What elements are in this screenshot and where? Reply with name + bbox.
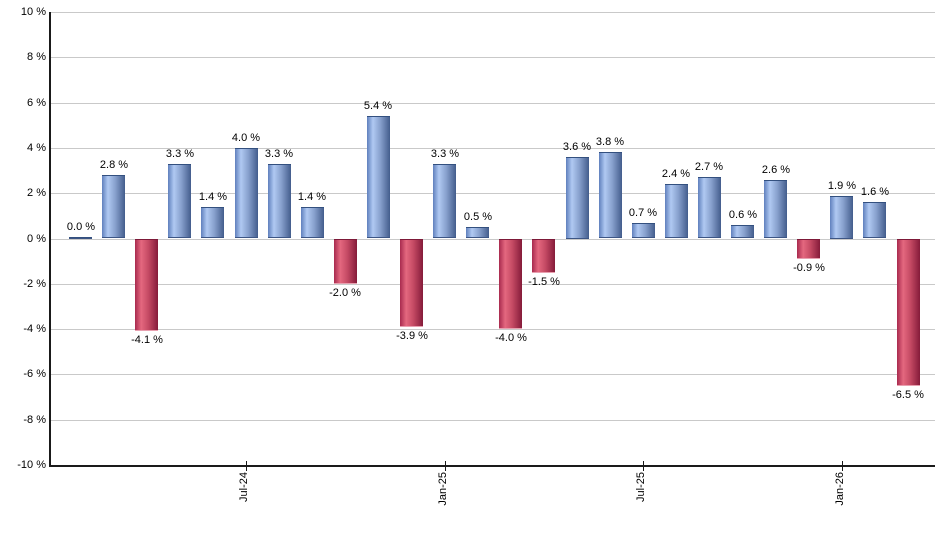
y-axis-tick-label: 6 % [27,97,46,109]
bar[interactable] [268,163,291,239]
x-axis-line [49,465,935,467]
bar[interactable] [367,116,390,239]
bar[interactable] [69,237,92,239]
bar-value-label: 3.6 % [562,141,592,153]
gridline [50,284,935,285]
bar[interactable] [334,238,357,284]
gridline [50,148,935,149]
bar[interactable] [897,238,920,386]
y-axis-tick-label: -2 % [23,278,46,290]
bar[interactable] [400,238,423,327]
bar-value-label: 0.6 % [728,208,758,221]
bar-value-label: 0.0 % [66,221,96,233]
x-axis-tick-label: Jul-25 [635,472,647,502]
bar[interactable] [797,238,820,259]
bar[interactable] [235,147,258,239]
gridline [50,12,935,13]
x-axis-tick [643,461,644,471]
y-axis-tick-label: 0 % [27,233,46,245]
gridline [50,239,935,240]
bar-value-label: 3.3 % [264,147,294,160]
bar-value-label: 2.7 % [694,161,724,174]
bar-value-label: 5.4 % [363,100,393,113]
bar-value-label: -6.5 % [892,388,924,401]
bar[interactable] [665,184,688,239]
bar[interactable] [135,238,158,332]
bar[interactable] [499,238,522,330]
bar-value-label: -3.9 % [396,329,428,342]
y-axis-tick-label: -4 % [23,323,46,335]
bar-value-label: -1.5 % [528,275,560,288]
bar-value-label: -2.0 % [329,286,361,299]
y-axis-tick-label: -8 % [23,414,46,426]
y-axis-tick-label: 8 % [27,51,46,63]
bar-value-label: -0.9 % [793,261,825,274]
x-axis-tick [842,461,843,471]
bar[interactable] [102,175,125,239]
bar-value-label: 3.3 % [165,147,195,160]
bar[interactable] [863,202,886,239]
bar-value-label: -4.0 % [495,332,527,345]
bar[interactable] [566,157,589,239]
bar-value-label: 4.0 % [231,131,261,144]
bar-value-label: 1.4 % [297,190,327,203]
bar[interactable] [466,227,489,239]
bar[interactable] [532,238,555,273]
bar[interactable] [201,206,224,239]
bar[interactable] [698,177,721,239]
gridline [50,420,935,421]
x-axis-tick-label: Jan-25 [437,472,449,506]
y-axis-tick-label: 4 % [27,142,46,154]
x-axis-tick [445,461,446,471]
x-axis-tick [246,461,247,471]
bar-value-label: 0.5 % [463,211,493,224]
x-axis-tick-label: Jul-24 [238,472,250,502]
bar-value-label: 1.4 % [198,190,228,203]
bar[interactable] [764,179,787,239]
gridline [50,374,935,375]
bar[interactable] [301,206,324,239]
bar-value-label: 2.6 % [761,163,791,176]
bar-value-label: 2.4 % [661,168,691,181]
y-axis-tick-label: 2 % [27,187,46,199]
bar-value-label: 0.7 % [628,206,658,219]
y-axis-tick-label: -6 % [23,368,46,380]
bar[interactable] [168,163,191,239]
y-axis-line [49,12,51,467]
bar-value-label: 1.9 % [827,179,857,192]
gridline [50,329,935,330]
y-axis-tick-label: -10 % [17,459,46,471]
bar[interactable] [830,195,853,239]
bar-value-label: 3.3 % [430,147,460,160]
x-axis-tick-label: Jan-26 [834,472,846,506]
bar[interactable] [632,222,655,239]
bar[interactable] [599,152,622,239]
bar-value-label: -4.1 % [131,334,163,347]
bar[interactable] [433,163,456,239]
gridline [50,57,935,58]
bar-value-label: 1.6 % [860,186,890,199]
gridline [50,103,935,104]
bar-value-label: 2.8 % [99,159,129,172]
gridline [50,193,935,194]
y-axis-tick-label: 10 % [20,6,46,18]
bar[interactable] [731,224,754,239]
bar-value-label: 3.8 % [595,136,625,149]
